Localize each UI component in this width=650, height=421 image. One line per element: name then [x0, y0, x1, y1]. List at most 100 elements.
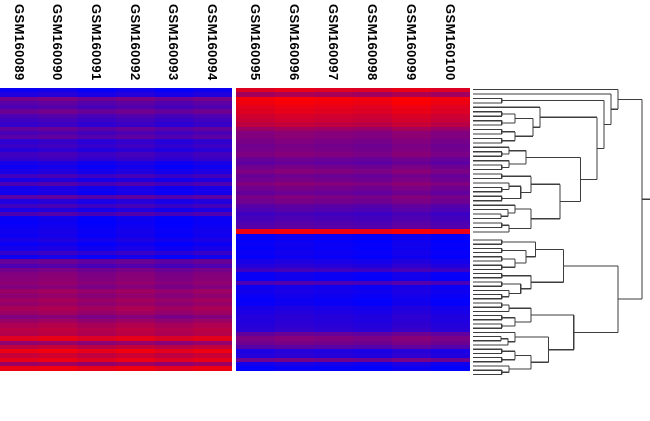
heatmap-cell	[154, 216, 194, 221]
heatmap-cell	[38, 177, 78, 183]
heatmap-cell	[431, 267, 470, 273]
heatmap-cell	[275, 284, 314, 290]
heatmap-cell	[314, 117, 353, 123]
heatmap-cell	[275, 126, 314, 131]
heatmap-cell	[77, 349, 117, 354]
heatmap-cell	[353, 199, 392, 204]
heatmap-cell	[353, 105, 392, 110]
heatmap-cell	[38, 267, 78, 273]
heatmap-cell	[116, 340, 155, 345]
heatmap-cell	[193, 199, 233, 204]
heatmap-cell	[353, 190, 392, 196]
heatmap-cell	[116, 306, 155, 311]
heatmap-cell	[116, 267, 155, 273]
heatmap-row	[0, 88, 233, 93]
heatmap-cell	[154, 207, 194, 213]
heatmap-cell	[236, 225, 275, 230]
heatmap-row	[0, 310, 233, 315]
heatmap-cell	[275, 267, 314, 273]
heatmap-cell	[77, 323, 117, 328]
heatmap-cell	[0, 289, 39, 294]
heatmap-cell	[193, 336, 233, 341]
heatmap-cell	[77, 229, 117, 234]
heatmap-cell	[392, 173, 431, 178]
heatmap-cell	[314, 250, 353, 255]
heatmap-cell	[38, 182, 78, 187]
heatmap-cell	[193, 156, 233, 161]
heatmap-cell	[353, 212, 392, 217]
heatmap-cell	[392, 349, 431, 354]
heatmap-cell	[154, 152, 194, 157]
heatmap-row	[236, 109, 470, 114]
heatmap-cell	[353, 229, 392, 234]
heatmap-row	[0, 314, 233, 320]
heatmap-cell	[116, 105, 155, 110]
heatmap-cell	[236, 130, 275, 136]
heatmap-cell	[353, 314, 392, 320]
heatmap-cell	[193, 160, 233, 166]
heatmap-cell	[236, 109, 275, 114]
heatmap-cell	[353, 302, 392, 307]
heatmap-cell	[353, 165, 392, 170]
heatmap-cell	[353, 117, 392, 123]
heatmap-cell	[193, 357, 233, 362]
heatmap-cell	[314, 344, 353, 350]
heatmap-cell	[154, 336, 194, 341]
heatmap-cell	[236, 332, 275, 337]
heatmap-row	[0, 319, 233, 324]
heatmap-row	[0, 130, 233, 136]
heatmap-cell	[193, 319, 233, 324]
heatmap-cell	[236, 220, 275, 225]
heatmap-cell	[193, 267, 233, 273]
heatmap-cell	[116, 220, 155, 225]
heatmap-cell	[154, 220, 194, 225]
heatmap-cell	[392, 246, 431, 251]
heatmap-cell	[116, 310, 155, 315]
heatmap-row	[236, 233, 470, 238]
heatmap-cell	[116, 207, 155, 213]
heatmap-cell	[236, 263, 275, 268]
heatmap-cell	[392, 203, 431, 208]
heatmap-cell	[392, 340, 431, 345]
heatmap-cell	[314, 340, 353, 345]
heatmap-row	[236, 96, 470, 101]
heatmap-cell	[0, 340, 39, 345]
heatmap-cell	[0, 225, 39, 230]
heatmap-cell	[353, 306, 392, 311]
heatmap-row	[0, 203, 233, 208]
heatmap-cell	[353, 203, 392, 208]
heatmap-cell	[275, 276, 314, 281]
heatmap-cell	[314, 173, 353, 178]
heatmap-cell	[275, 344, 314, 350]
heatmap-cell	[116, 225, 155, 230]
heatmap-cell	[193, 96, 233, 101]
heatmap-cell	[236, 246, 275, 251]
heatmap-cell	[275, 195, 314, 200]
heatmap-cell	[0, 96, 39, 101]
heatmap-cell	[77, 105, 117, 110]
heatmap-cell	[236, 203, 275, 208]
heatmap-cell	[116, 237, 155, 243]
heatmap-cell	[392, 306, 431, 311]
heatmap-cell	[236, 139, 275, 144]
heatmap-cell	[77, 336, 117, 341]
heatmap-cell	[314, 147, 353, 153]
heatmap-cell	[154, 100, 194, 106]
heatmap-cell	[392, 165, 431, 170]
heatmap-cell	[193, 302, 233, 307]
heatmap-cell	[0, 165, 39, 170]
heatmap-cell	[236, 92, 275, 97]
heatmap-cell	[154, 199, 194, 204]
heatmap-cell	[0, 344, 39, 350]
heatmap-row	[0, 190, 233, 196]
heatmap-cell	[431, 272, 470, 277]
heatmap-cell	[0, 207, 39, 213]
heatmap-cell	[392, 293, 431, 298]
heatmap-row	[236, 203, 470, 208]
heatmap-cell	[116, 362, 155, 367]
heatmap-cell	[392, 250, 431, 255]
heatmap-cell	[193, 88, 233, 93]
heatmap-cell	[392, 135, 431, 140]
heatmap-cell	[154, 280, 194, 285]
heatmap-cell	[116, 259, 155, 264]
